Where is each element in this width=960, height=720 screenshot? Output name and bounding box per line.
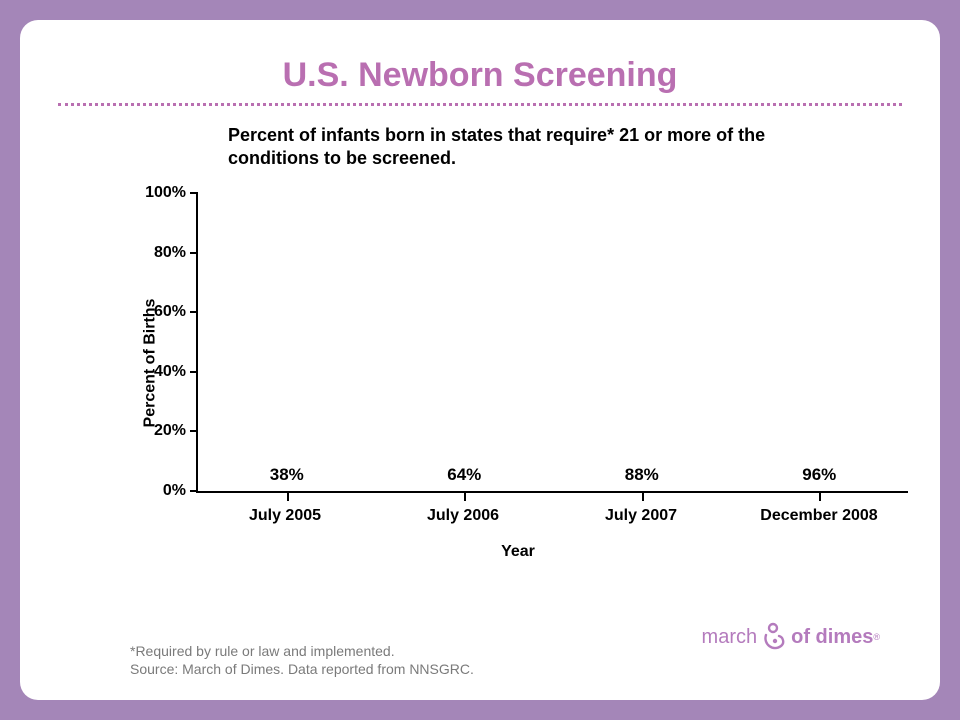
x-tick-label: July 2007 [552, 493, 730, 533]
y-tick [190, 490, 198, 492]
bar-value-label: 96% [802, 465, 836, 485]
bar-value-label: 88% [625, 465, 659, 485]
card: U.S. Newborn Screening Percent of infant… [20, 20, 940, 700]
y-tick [190, 371, 198, 373]
brand-logo: march of dimes® [702, 622, 880, 652]
logo-registered: ® [873, 632, 880, 642]
y-tick-label: 0% [163, 482, 186, 500]
y-tick-label: 40% [154, 363, 186, 381]
chart: Percent of Births 38%64%88%96% 0%20%40%6… [128, 193, 908, 533]
y-tick [190, 192, 198, 194]
logo-word-ofdimes: of dimes [791, 626, 873, 649]
bar-slot: 64% [376, 465, 554, 491]
chart-subtitle: Percent of infants born in states that r… [228, 124, 842, 169]
x-labels: July 2005July 2006July 2007December 2008 [196, 493, 908, 533]
bar-slot: 96% [731, 465, 909, 491]
y-tick-label: 20% [154, 422, 186, 440]
x-tick-label: July 2006 [374, 493, 552, 533]
logo-word-march: march [702, 626, 758, 649]
mother-child-icon [759, 622, 787, 652]
bar-value-label: 64% [447, 465, 481, 485]
footnote-line2: Source: March of Dimes. Data reported fr… [130, 660, 474, 678]
divider [58, 103, 902, 106]
y-tick-label: 60% [154, 303, 186, 321]
y-tick [190, 430, 198, 432]
y-tick-label: 80% [154, 244, 186, 262]
y-tick [190, 252, 198, 254]
bar-slot: 88% [553, 465, 731, 491]
footnote-line1: *Required by rule or law and implemented… [130, 642, 474, 660]
x-tick-label: December 2008 [730, 493, 908, 533]
chart-title: U.S. Newborn Screening [58, 56, 902, 95]
bar-value-label: 38% [270, 465, 304, 485]
x-tick-label: July 2005 [196, 493, 374, 533]
bars-container: 38% 64% 88% 96% [198, 193, 908, 491]
x-axis-label: Year [128, 543, 908, 561]
bar-slot: 38% [198, 465, 376, 491]
y-tick [190, 311, 198, 313]
y-tick-label: 100% [145, 184, 186, 202]
footnote: *Required by rule or law and implemented… [130, 642, 474, 678]
outer-frame: U.S. Newborn Screening Percent of infant… [0, 0, 960, 720]
plot-area: 38%64%88%96% 0%20%40%60%80%100% [196, 193, 908, 493]
